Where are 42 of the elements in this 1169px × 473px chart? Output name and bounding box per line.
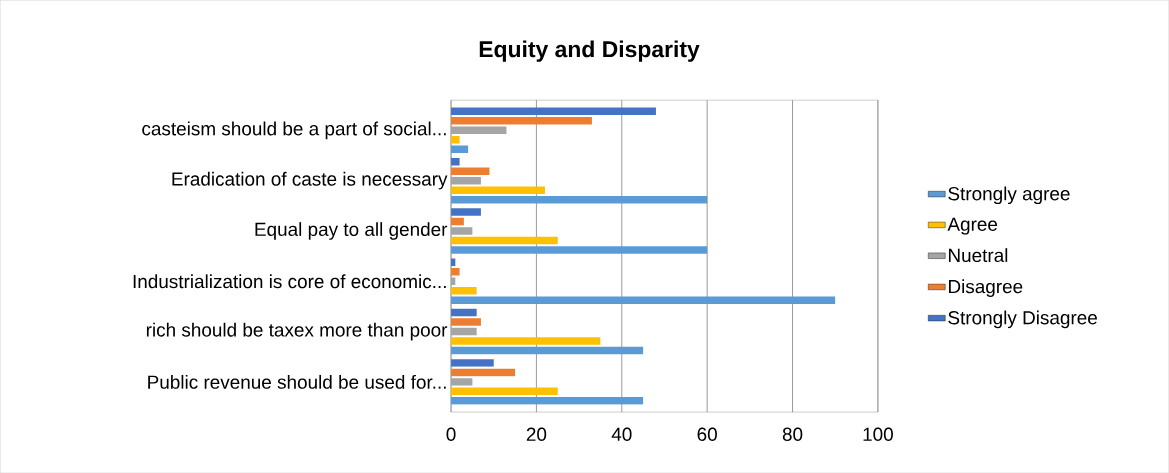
chart-title: Equity and Disparity: [479, 40, 700, 62]
bar: [451, 126, 507, 134]
bar: [451, 318, 481, 326]
legend-label: Disagree: [948, 279, 1023, 297]
x-tick-label: 60: [697, 427, 717, 441]
bar: [451, 195, 708, 204]
x-tick-label: 100: [863, 427, 893, 441]
legend-label: Strongly agree: [948, 186, 1070, 205]
bar: [451, 246, 708, 254]
y-tick-label: Industrialization is core of economic...: [133, 274, 446, 289]
bar: [451, 107, 656, 116]
bar: [451, 227, 473, 235]
y-tick-label: rich should be taxex more than poor: [146, 322, 448, 341]
bar: [451, 308, 477, 317]
bar: [451, 167, 490, 175]
bar: [451, 368, 516, 377]
bar: [451, 135, 460, 144]
bar: [451, 286, 477, 295]
bar: [451, 176, 481, 185]
legend-label: Strongly Disagree: [948, 310, 1097, 329]
bar: [451, 117, 592, 125]
bar: [451, 337, 601, 345]
bar: [451, 236, 558, 245]
bar: [451, 267, 460, 276]
y-tick-label: Eradication of caste is necessary: [172, 171, 448, 190]
x-tick-label: 0: [446, 427, 456, 441]
bar: [451, 208, 481, 216]
legend-label: Nuetral: [948, 248, 1008, 262]
y-tick-label: casteism should be a part of social...: [142, 121, 446, 140]
y-tick-label: Public revenue should be used for...: [148, 374, 446, 389]
bar: [451, 346, 644, 355]
x-tick-label: 40: [611, 427, 632, 441]
legend-label: Agree: [947, 217, 998, 235]
bar: [451, 296, 836, 304]
x-tick-label: 20: [526, 427, 547, 441]
y-tick-label: Equal pay to all gender: [255, 222, 448, 240]
x-tick-label: 80: [782, 427, 803, 441]
bar: [451, 327, 477, 336]
bar: [451, 359, 494, 367]
bar: [451, 397, 644, 405]
bar: [451, 387, 558, 396]
bar: [451, 186, 545, 194]
